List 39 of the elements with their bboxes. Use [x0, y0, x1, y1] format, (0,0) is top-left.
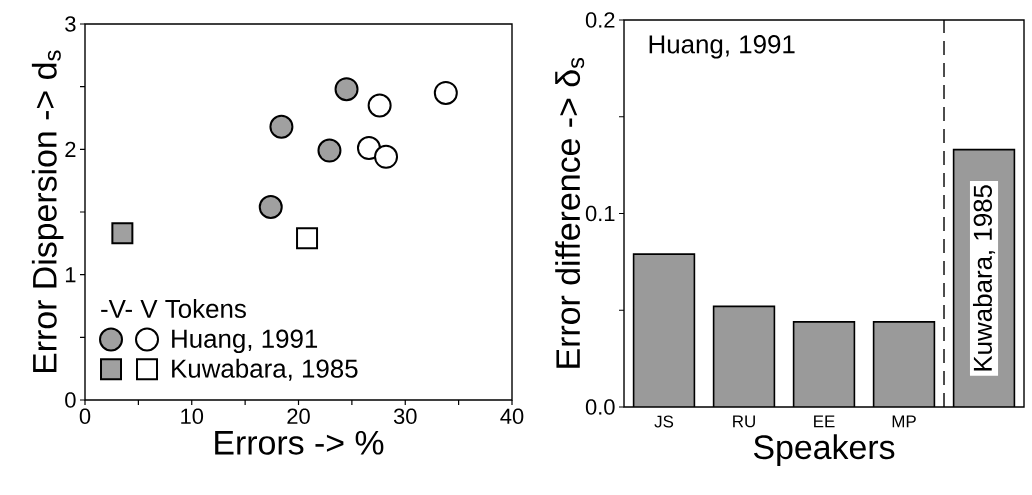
- annotation: Kuwabara, 1985: [972, 185, 996, 371]
- point: [296, 227, 319, 250]
- x-axis-title: Errors -> %: [215, 430, 384, 455]
- point: [433, 80, 458, 105]
- y-axis-title: Error difference -> δ$_{s}$: [555, 57, 585, 368]
- legend-label: Huang, 1991: [172, 329, 318, 354]
- x-axis-title: Speakers: [753, 434, 895, 466]
- y-axis-title: Error Dispersion -> d$_{s}$: [31, 50, 64, 373]
- y-tick-label: 1: [65, 267, 76, 283]
- point: [269, 114, 294, 139]
- point: [317, 138, 342, 163]
- x-tick-label: 40: [500, 408, 524, 425]
- point: [111, 222, 134, 245]
- point: [356, 136, 381, 161]
- point: [374, 144, 399, 169]
- point: [258, 194, 283, 219]
- bar: [873, 321, 935, 407]
- x-tick-label: RU: [733, 415, 755, 428]
- point: [367, 93, 392, 118]
- x-tick-label: EE: [814, 415, 835, 428]
- y-tick-label: 0.2: [585, 12, 615, 28]
- x-tick-label: 10: [181, 408, 204, 425]
- y-tick-label: 0.0: [585, 399, 615, 415]
- legend-title: -V- V Tokens: [101, 299, 246, 319]
- y-tick-label: 0: [65, 392, 76, 408]
- y-tick-label: 2: [65, 141, 76, 157]
- x-tick-label: JS: [654, 415, 674, 428]
- y-tick-label: 3: [65, 16, 76, 32]
- x-tick-label: MP: [892, 415, 916, 428]
- x-tick-label: 20: [287, 408, 310, 425]
- legend-label: Kuwabara, 1985: [172, 358, 358, 381]
- annotation: Huang, 1991: [649, 35, 795, 59]
- bar: [633, 254, 695, 407]
- x-tick-label: 30: [393, 408, 417, 425]
- bar: [713, 306, 775, 407]
- bar: [793, 321, 855, 407]
- point: [334, 77, 359, 102]
- y-tick-label: 0.1: [585, 205, 615, 222]
- x-tick-label: 0: [79, 408, 91, 425]
